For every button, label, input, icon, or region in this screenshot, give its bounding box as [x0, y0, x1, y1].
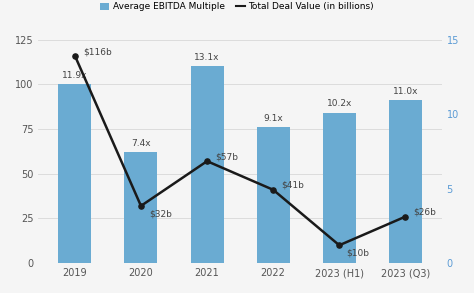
Bar: [125, 152, 157, 263]
Point: [269, 188, 277, 192]
Text: 11.9x: 11.9x: [62, 71, 88, 80]
Bar: [323, 113, 356, 263]
Bar: [191, 66, 224, 263]
Text: $26b: $26b: [413, 208, 436, 217]
Point: [203, 159, 211, 163]
Text: 7.4x: 7.4x: [131, 139, 151, 148]
Legend: Average EBITDA Multiple, Total Deal Value (in billions): Average EBITDA Multiple, Total Deal Valu…: [97, 0, 377, 15]
Text: $10b: $10b: [346, 249, 369, 258]
Text: 9.1x: 9.1x: [263, 114, 283, 123]
Text: $116b: $116b: [83, 47, 111, 56]
Bar: [58, 84, 91, 263]
Text: 13.1x: 13.1x: [194, 53, 220, 62]
Text: $32b: $32b: [149, 209, 172, 219]
Point: [71, 53, 79, 58]
Point: [336, 243, 343, 248]
Point: [137, 204, 145, 208]
Bar: [389, 100, 422, 263]
Point: [401, 214, 409, 219]
Text: $57b: $57b: [215, 152, 238, 161]
Text: 11.0x: 11.0x: [392, 87, 418, 96]
Text: 10.2x: 10.2x: [327, 99, 352, 108]
Bar: [256, 127, 290, 263]
Text: $41b: $41b: [281, 181, 304, 190]
